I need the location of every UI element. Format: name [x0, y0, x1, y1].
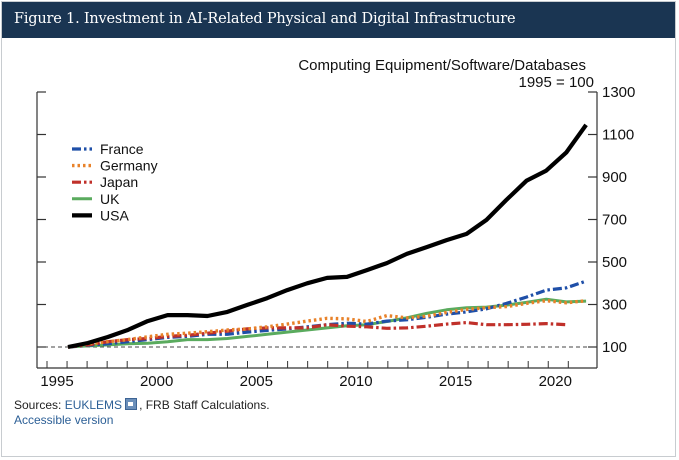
x-tick-label: 2020 [539, 373, 572, 390]
y-tick-label: 100 [602, 339, 627, 356]
y-axis: 100 300 500 700 900 1100 1300 [37, 84, 635, 356]
accessible-version-link[interactable]: Accessible version [14, 413, 114, 427]
series-line-japan [67, 321, 567, 349]
y-tick-label: 1300 [602, 84, 635, 101]
x-axis: 1995 2000 2005 2010 2015 2020 [40, 361, 572, 390]
series-line-usa [67, 123, 588, 350]
euklems-link[interactable]: EUKLEMS [64, 398, 123, 412]
chart-title: Computing Equipment/Software/Databases [298, 57, 586, 74]
x-tick-label: 1995 [40, 373, 73, 390]
y-tick-label: 500 [602, 254, 627, 271]
axes [36, 92, 598, 369]
legend-label-japan: Japan [100, 174, 138, 190]
sources-prefix: Sources: [14, 398, 65, 412]
legend-label-uk: UK [100, 191, 120, 207]
legend-label-usa: USA [100, 207, 129, 223]
sources-suffix: , FRB Staff Calculations. [139, 398, 270, 412]
external-link-icon[interactable] [125, 398, 138, 410]
legend-label-germany: Germany [100, 158, 158, 174]
series-line-germany [67, 299, 587, 349]
series-line-france [67, 279, 587, 349]
y-tick-label: 1100 [602, 127, 634, 144]
figure-header: Figure 1. Investment in AI-Related Physi… [2, 2, 675, 38]
y-tick-label: 700 [602, 212, 627, 229]
x-tick-label: 2015 [439, 373, 472, 390]
chart-subtitle: 1995 = 100 [519, 74, 595, 91]
sources-note: Sources: EUKLEMS , FRB Staff Calculations… [14, 398, 270, 412]
y-tick-label: 300 [602, 297, 627, 314]
x-tick-label: 2005 [240, 373, 273, 390]
legend-label-france: France [100, 141, 144, 157]
y-tick-label: 900 [602, 169, 627, 186]
x-tick-label: 2010 [339, 373, 372, 390]
series-layer [67, 123, 588, 350]
figure-title: Figure 1. Investment in AI-Related Physi… [14, 11, 516, 27]
x-tick-label: 2000 [140, 373, 173, 390]
